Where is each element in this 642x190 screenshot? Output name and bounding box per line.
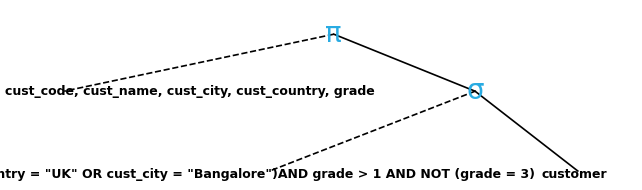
Text: customer: customer [542,168,607,181]
Text: π: π [325,20,342,48]
Text: σ: σ [466,77,484,105]
Text: cust_code, cust_name, cust_city, cust_country, grade: cust_code, cust_name, cust_city, cust_co… [4,85,374,98]
Text: NOT (cust_country = "UK" OR cust_city = "Bangalore")AND grade > 1 AND NOT (grade: NOT (cust_country = "UK" OR cust_city = … [0,168,535,181]
